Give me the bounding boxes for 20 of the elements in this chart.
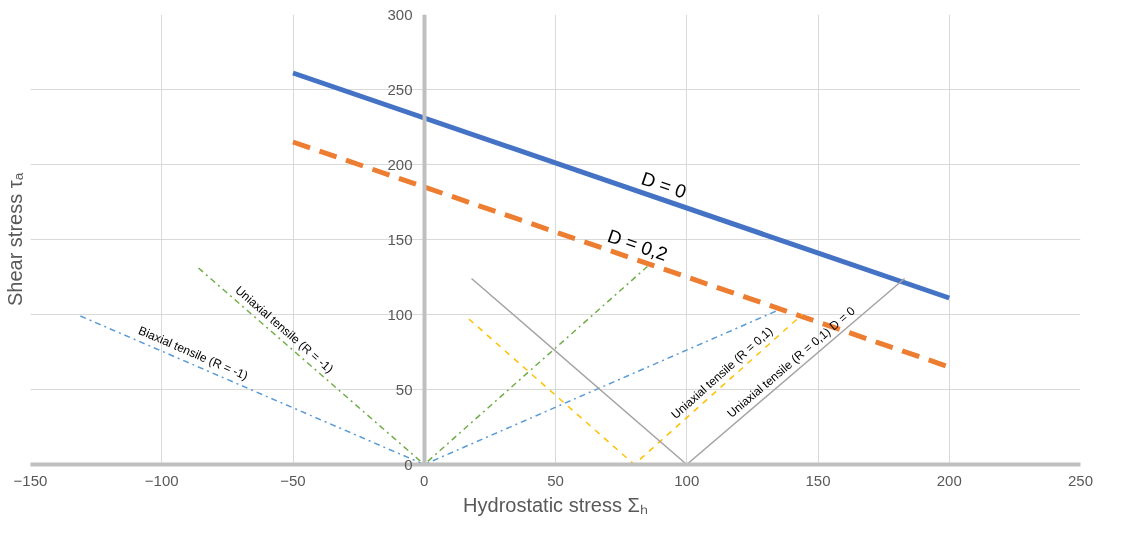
text: D = 0 <box>638 167 690 203</box>
y-tick-label: 200 <box>387 155 413 173</box>
x-tick-label: 200 <box>936 471 962 489</box>
y-tick-label: 150 <box>387 230 413 248</box>
y-tick-label: 50 <box>395 380 413 398</box>
x-tick-label: 0 <box>420 471 429 489</box>
y-axis-title: Shear stress τₐ <box>3 172 26 307</box>
y-tick-label: 0 <box>404 455 413 473</box>
y-tick-label: 300 <box>387 5 413 23</box>
y-tick-label: 250 <box>387 80 413 98</box>
x-tick-label: −50 <box>280 471 306 489</box>
x-axis-title: Hydrostatic stress Σₕ <box>463 493 648 516</box>
x-tick-label: 150 <box>805 471 831 489</box>
x-tick-label: 100 <box>674 471 700 489</box>
x-tick-label: −150 <box>13 471 48 489</box>
x-tick-label: −100 <box>144 471 179 489</box>
x-tick-label: 250 <box>1067 471 1094 489</box>
x-tick-label: 50 <box>547 471 564 489</box>
text: D = 0,2 <box>605 225 671 266</box>
y-tick-label: 100 <box>387 305 413 323</box>
